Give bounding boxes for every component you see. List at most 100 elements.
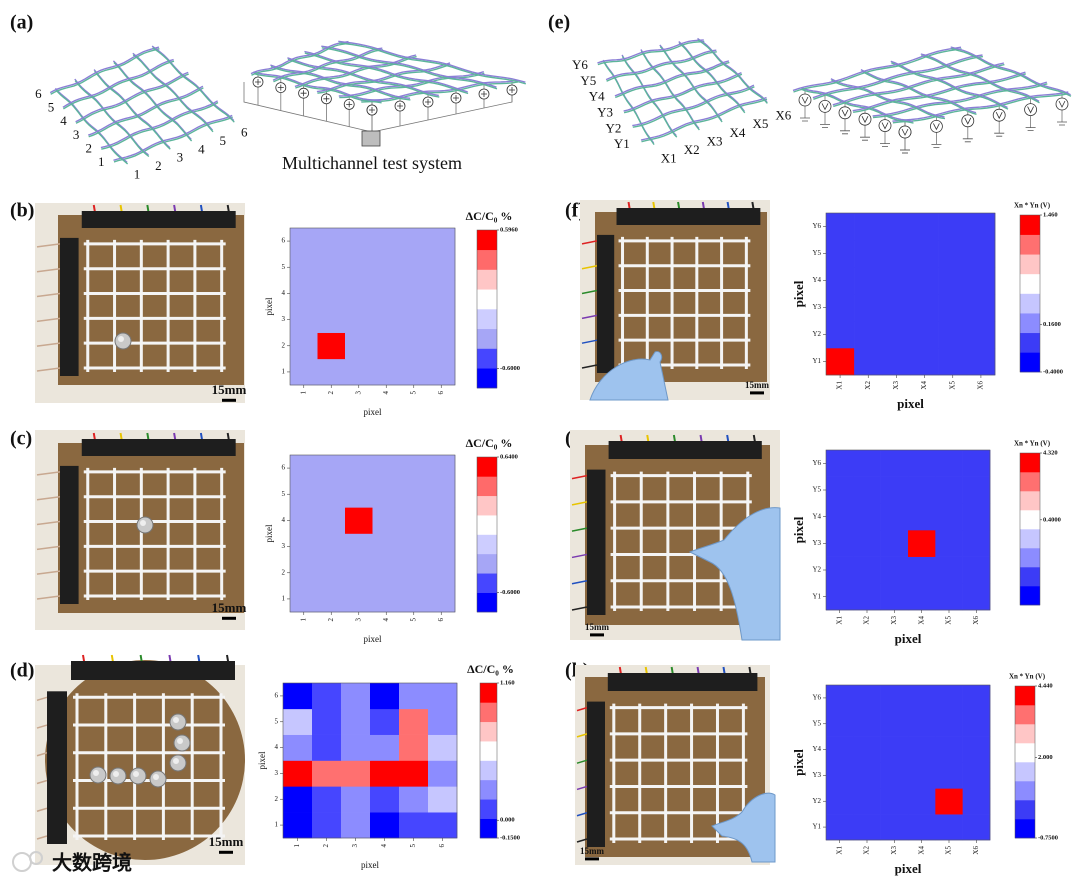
coin-highlight: [173, 758, 179, 764]
heatmap-cell: [317, 358, 346, 386]
heatmap-cell: [317, 306, 346, 333]
heatmap-cell: [908, 736, 936, 763]
tape: [587, 701, 605, 847]
lead-wire: [36, 752, 48, 757]
heatmap-cell: [880, 710, 909, 737]
y-tick-label: Y4: [812, 745, 821, 753]
heatmap-cell: [962, 736, 991, 763]
v-glyph: [995, 112, 1003, 120]
plus-symbol: [346, 101, 353, 108]
y-tick-label: Y3: [812, 771, 821, 779]
heatmap-cell: [400, 358, 428, 386]
v-glyph: [821, 103, 829, 111]
mesh-fiber: [950, 46, 1071, 96]
y-tick-label: Y6: [812, 694, 821, 702]
heatmap-cell: [372, 481, 401, 508]
heatmap-cell: [880, 530, 909, 557]
mesh-fiber: [861, 70, 977, 115]
heatmap-cell: [341, 812, 371, 839]
heatmap-cell: [317, 533, 346, 560]
heatmap-cell: [826, 213, 855, 241]
heatmap-cell: [853, 556, 881, 584]
lead-wire: [581, 364, 598, 369]
x-tick-label: X1: [836, 381, 844, 390]
mesh-fiber: [361, 81, 519, 103]
scale-bar-label: 15mm: [209, 834, 244, 849]
heatmap-cell: [345, 332, 373, 360]
lead-wire: [571, 474, 588, 480]
heatmap-cell: [826, 240, 855, 268]
lead-wire: [576, 759, 588, 764]
heatmap-cell: [908, 450, 936, 477]
mesh-fiber: [75, 73, 189, 124]
lead-wire: [581, 339, 598, 344]
scale-bar: [750, 391, 764, 395]
x-tick-label: 6: [438, 844, 446, 848]
x-tick-label: X4: [917, 616, 925, 625]
mesh-label: 1: [134, 167, 141, 182]
heatmap-cell: [400, 228, 428, 255]
y-tick-label: 3: [282, 542, 286, 550]
heatmap-cell: [910, 267, 939, 295]
lead-wire: [36, 696, 48, 702]
mesh-fiber: [338, 71, 484, 97]
y-tick-label: Y5: [812, 486, 821, 494]
y-tick-label: 5: [275, 717, 279, 725]
colorbar-tick-label: 2.000: [1038, 754, 1053, 761]
mesh-fiber: [113, 116, 233, 163]
ground-symbol: [1025, 127, 1036, 131]
x-tick-label: X3: [892, 381, 900, 390]
lead-wire: [576, 706, 588, 712]
heatmap-cell: [882, 294, 911, 322]
colorbar-tick-label: -0.7500: [1038, 834, 1058, 841]
heatmap-cell: [966, 294, 996, 322]
scale-bar-label: 15mm: [585, 622, 609, 632]
heatmap-cell: [290, 358, 318, 386]
heatmap-cell: [826, 814, 854, 841]
x-tick-label: X2: [863, 846, 871, 855]
coin-highlight: [93, 770, 99, 776]
colorbar-tick-label: -0.1500: [500, 834, 520, 841]
tape: [47, 691, 67, 844]
lead-wire: [571, 606, 588, 611]
heatmap-cell: [372, 533, 401, 560]
y-tick-label: 1: [282, 595, 286, 603]
colorbar-segment: [1015, 762, 1035, 782]
x-axis-label: pixel: [364, 634, 382, 644]
y-tick-label: Y1: [812, 592, 821, 600]
heatmap-cell: [290, 280, 318, 307]
ground-symbol: [900, 149, 910, 154]
heatmap-cell: [880, 450, 909, 477]
heatmap-cell: [372, 306, 401, 333]
colorbar-segment: [1020, 293, 1040, 314]
y-tick-label: Y2: [812, 566, 821, 574]
x-tick-label: 6: [437, 391, 445, 395]
heatmap-cell: [910, 348, 939, 376]
plot-frame: [289, 227, 456, 386]
y-axis-label: pixel: [257, 751, 267, 769]
heatmap-cell: [966, 267, 996, 295]
mesh-fiber: [294, 54, 417, 88]
mesh-fiber: [640, 50, 700, 131]
mesh-fiber: [270, 65, 411, 101]
watermark: 大数跨境: [52, 851, 132, 875]
heatmap-cell: [935, 685, 963, 712]
scale-bar: [222, 398, 236, 402]
heatmap-cell: [966, 213, 996, 241]
heatmap-cell: [853, 530, 881, 557]
heatmap-cell: [908, 556, 936, 584]
v-glyph: [861, 116, 869, 124]
y-tick-label: 6: [282, 464, 286, 472]
mesh-fiber: [338, 42, 526, 85]
voltmeter-symbol: [858, 112, 872, 126]
heatmap-cell: [372, 358, 401, 386]
colorbar-segment: [477, 515, 497, 535]
mesh-fiber: [597, 39, 704, 64]
plus-symbol: [509, 87, 515, 93]
tape: [608, 441, 762, 459]
ground-symbol: [1057, 121, 1067, 126]
ground-symbol: [840, 130, 850, 135]
heatmap-cell: [428, 812, 458, 839]
heatmap-cell: [399, 760, 429, 787]
colorbar-title: ΔC/C₀ %: [466, 436, 513, 450]
